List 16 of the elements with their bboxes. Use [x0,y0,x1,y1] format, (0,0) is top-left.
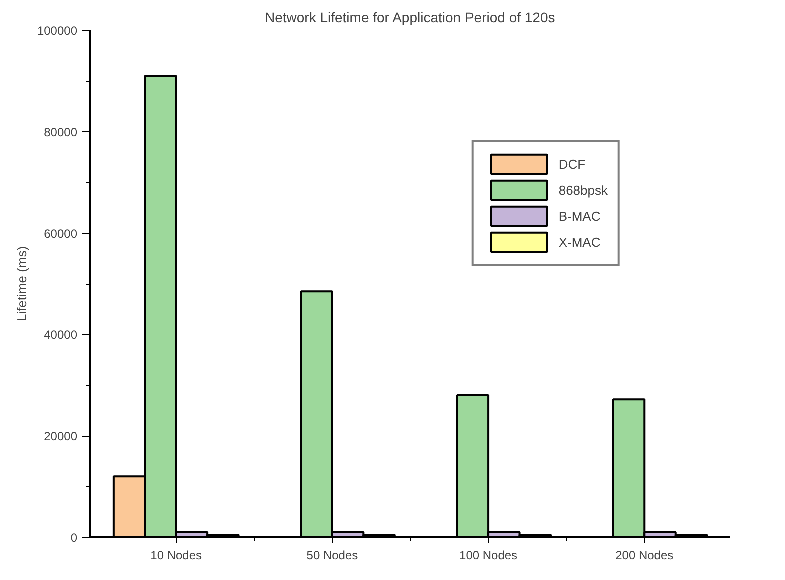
y-tick-label: 100000 [37,24,78,38]
y-tick-label: 60000 [44,226,78,241]
chart-title: Network Lifetime for Application Period of 120s [264,10,556,26]
legend-label: X-MAC [558,234,601,250]
legend-label: 868bpsk [558,182,608,198]
y-tick-label: 80000 [44,125,78,140]
y-tick-label: 20000 [44,430,78,444]
x-tick-label: 10 Nodes [150,548,202,562]
x-tick-label: 100 Nodes [460,548,518,562]
y-tick-label: 0 [70,531,78,545]
legend-label: B-MAC [558,208,601,224]
y-tick-label: 40000 [44,328,78,342]
x-tick-label: 50 Nodes [306,548,358,562]
legend-label: DCF [558,156,586,172]
x-tick-label: 200 Nodes [616,548,674,562]
y-axis-title: Lifetime (ms) [14,246,30,322]
